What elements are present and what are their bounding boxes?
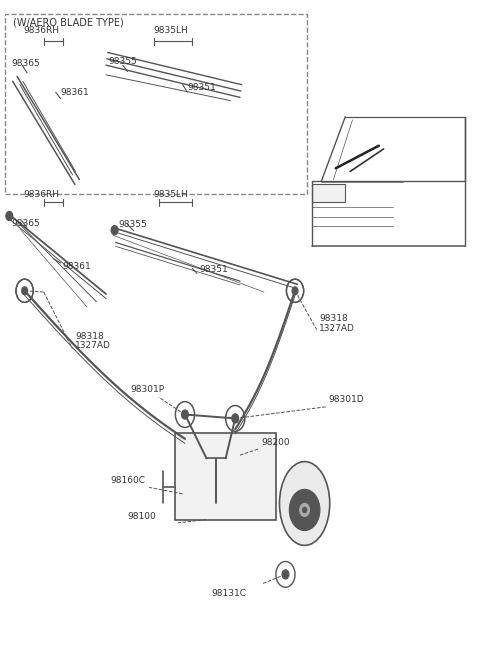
Text: 98361: 98361 <box>60 88 89 97</box>
Text: 9836RH: 9836RH <box>24 26 60 36</box>
Text: 98100: 98100 <box>128 512 156 521</box>
Text: 9835LH: 9835LH <box>153 189 188 198</box>
Circle shape <box>303 507 307 512</box>
Text: 98131C: 98131C <box>211 589 246 598</box>
Text: 9836RH: 9836RH <box>24 189 60 198</box>
Text: 1327AD: 1327AD <box>75 341 111 350</box>
Ellipse shape <box>279 462 330 545</box>
Text: 98365: 98365 <box>11 218 40 227</box>
Circle shape <box>111 225 118 234</box>
Circle shape <box>282 570 289 579</box>
Bar <box>175 433 276 519</box>
Text: 9835LH: 9835LH <box>153 26 188 36</box>
Text: 98301D: 98301D <box>328 395 364 404</box>
Circle shape <box>22 287 27 295</box>
Text: 98200: 98200 <box>261 438 290 447</box>
Text: 98355: 98355 <box>118 220 147 229</box>
Text: 98318: 98318 <box>75 332 104 341</box>
Circle shape <box>300 503 310 516</box>
Circle shape <box>181 410 188 419</box>
Circle shape <box>232 414 239 423</box>
Bar <box>312 183 345 202</box>
Text: 1327AD: 1327AD <box>319 324 355 333</box>
Circle shape <box>6 211 12 220</box>
Text: 98351: 98351 <box>199 265 228 274</box>
Bar <box>5 14 307 194</box>
Text: 98365: 98365 <box>11 59 40 68</box>
Text: 98355: 98355 <box>108 57 137 67</box>
Circle shape <box>289 489 320 530</box>
Text: 98351: 98351 <box>187 83 216 92</box>
Circle shape <box>292 287 298 295</box>
Text: 98301P: 98301P <box>130 385 164 394</box>
Text: (W/AERO BLADE TYPE): (W/AERO BLADE TYPE) <box>12 17 123 27</box>
Text: 98318: 98318 <box>319 314 348 323</box>
Text: 98361: 98361 <box>62 262 91 271</box>
Text: 98160C: 98160C <box>111 477 146 485</box>
